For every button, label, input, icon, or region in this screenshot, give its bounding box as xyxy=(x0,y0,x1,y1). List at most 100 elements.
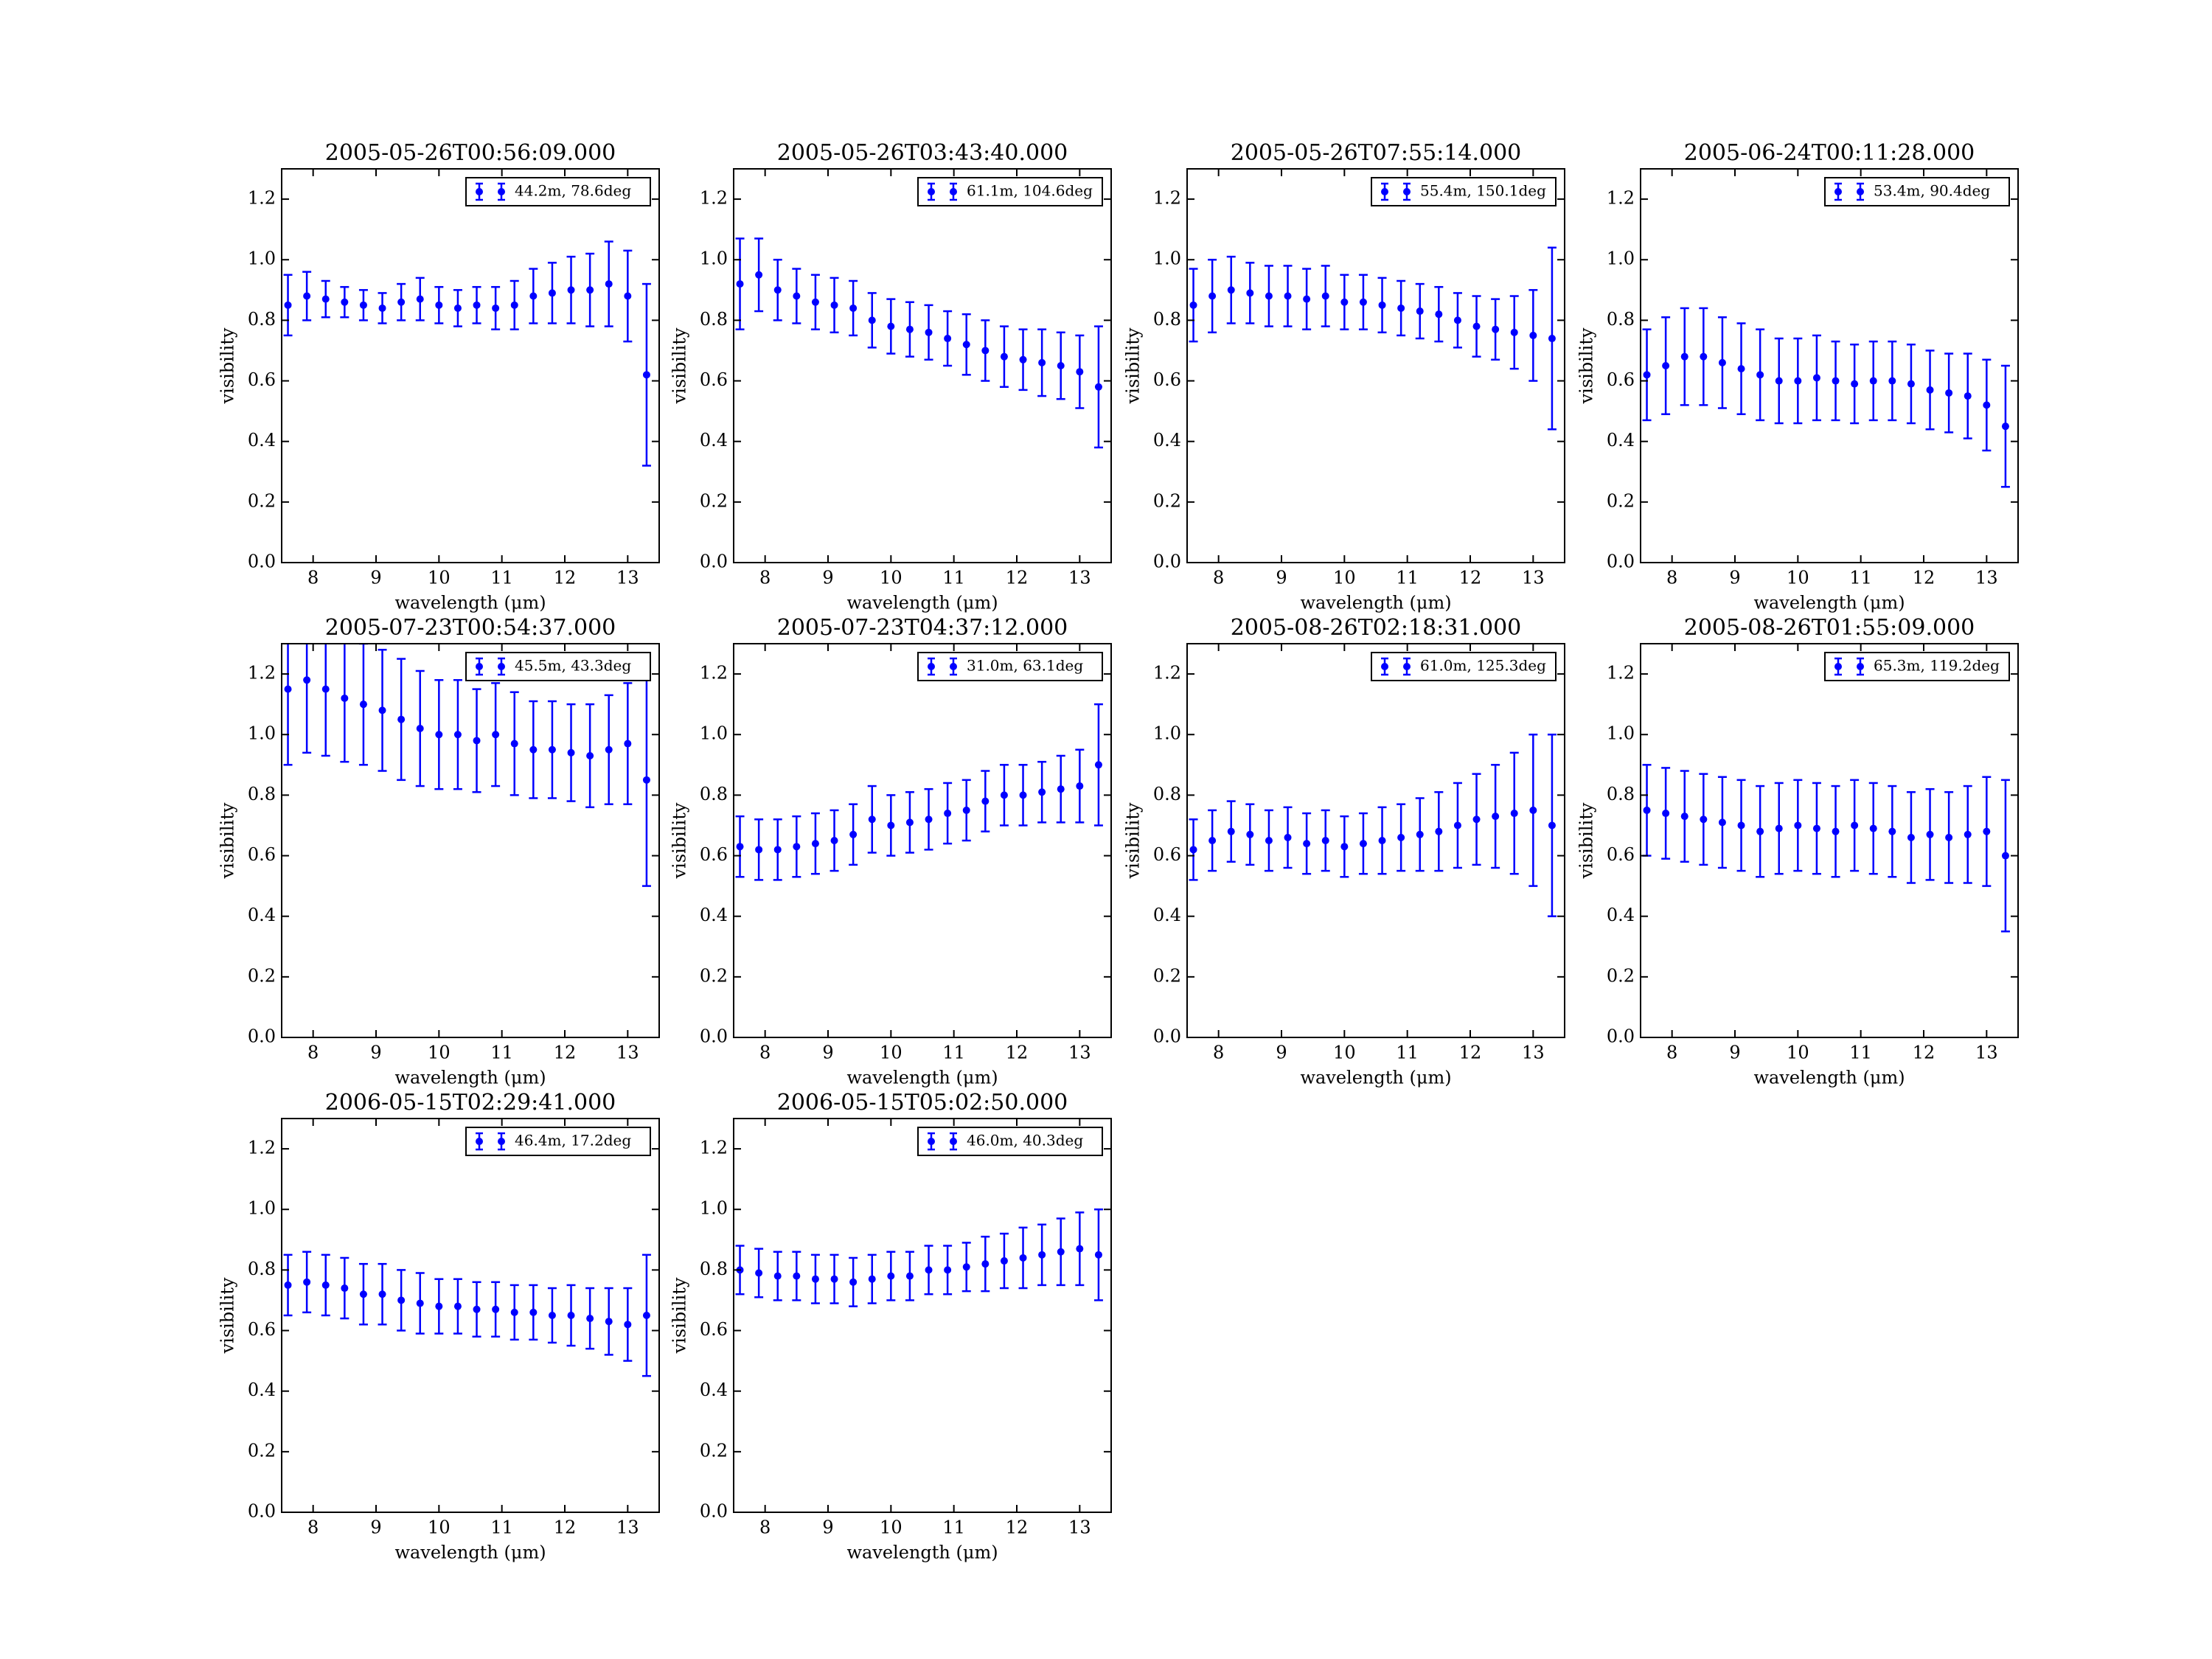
y-tick-label: 0.6 xyxy=(248,844,276,865)
y-tick-label: 0.2 xyxy=(248,490,276,511)
y-axis-label: visibility xyxy=(1123,802,1144,879)
y-tick-label: 1.2 xyxy=(1607,188,1635,209)
data-point xyxy=(1926,386,1934,394)
data-point xyxy=(435,1302,443,1310)
data-point xyxy=(1057,362,1065,369)
data-point xyxy=(1246,289,1254,297)
y-axis-label: visibility xyxy=(669,802,690,879)
data-point xyxy=(624,1321,632,1329)
legend-marker xyxy=(1857,663,1864,670)
x-tick-label: 11 xyxy=(1849,568,1872,588)
y-tick-label: 0.8 xyxy=(1153,309,1181,330)
chart-title: 2006-05-15T05:02:50.000 xyxy=(777,1090,1068,1116)
x-tick-label: 12 xyxy=(554,1043,577,1063)
x-tick-label: 10 xyxy=(1333,1043,1356,1063)
data-point xyxy=(2001,422,2009,431)
data-point xyxy=(962,341,970,349)
data-point xyxy=(1472,322,1481,330)
x-tick-label: 12 xyxy=(1459,1043,1482,1063)
data-point xyxy=(453,731,462,739)
y-tick-label: 0.2 xyxy=(1153,490,1181,511)
x-tick-label: 8 xyxy=(759,568,771,588)
subplot: 8 9 10 11 12 13 0.0 0.2 0.4 0.6 0.8 1.0 1.2 2005-05-2… xyxy=(669,140,1112,613)
x-axis-label: wavelength (μm) xyxy=(1753,1068,1905,1088)
chart-title: 2005-08-26T02:18:31.000 xyxy=(1231,615,1522,641)
legend: 46.0m, 40.3deg xyxy=(917,1127,1103,1156)
x-tick-label: 11 xyxy=(1396,1043,1419,1063)
y-tick-label: 0.0 xyxy=(700,1026,728,1047)
y-tick-label: 0.6 xyxy=(1153,844,1181,865)
x-tick-label: 9 xyxy=(1276,568,1287,588)
x-tick-label: 8 xyxy=(1666,1043,1677,1063)
data-point xyxy=(1926,830,1934,838)
data-point xyxy=(962,806,970,814)
data-point xyxy=(586,286,594,294)
x-tick-label: 10 xyxy=(880,1517,902,1538)
data-point xyxy=(830,301,838,309)
legend: 65.3m, 119.2deg xyxy=(1824,652,2010,681)
y-tick-label: 1.0 xyxy=(1607,723,1635,744)
y-tick-label: 1.0 xyxy=(700,723,728,744)
data-point xyxy=(811,1275,819,1283)
axes-frame xyxy=(1186,168,1565,563)
data-point xyxy=(1851,380,1859,388)
chart-title: 2005-07-23T00:54:37.000 xyxy=(325,615,616,641)
data-point xyxy=(416,1299,424,1307)
x-tick-label: 11 xyxy=(942,1043,965,1063)
legend-marker xyxy=(1381,188,1388,195)
plot-area xyxy=(735,703,1103,881)
x-tick-label: 9 xyxy=(370,568,381,588)
data-point xyxy=(1094,1251,1102,1259)
legend-marker xyxy=(476,188,483,195)
y-tick-label: 1.2 xyxy=(248,663,276,684)
y-tick-label: 0.8 xyxy=(248,309,276,330)
subplot: 8 9 10 11 12 13 0.0 0.2 0.4 0.6 0.8 1.0 1.2 2005-08-2… xyxy=(1576,615,2019,1088)
subplot: 8 9 10 11 12 13 0.0 0.2 0.4 0.6 0.8 1.0 1.2 2005-06-2… xyxy=(1576,140,2019,613)
axes-frame xyxy=(1640,168,2019,563)
data-point xyxy=(849,304,858,312)
x-axis-label: wavelength (μm) xyxy=(394,593,546,613)
axes-frame xyxy=(281,1118,660,1513)
data-point xyxy=(321,1281,330,1289)
legend: 44.2m, 78.6deg xyxy=(465,177,651,206)
x-tick-label: 8 xyxy=(1213,1043,1224,1063)
x-tick-label: 9 xyxy=(1729,568,1740,588)
x-tick-label: 11 xyxy=(1396,568,1419,588)
data-point xyxy=(1416,830,1424,838)
y-tick-label: 0.8 xyxy=(248,1259,276,1279)
data-point xyxy=(1775,377,1783,385)
legend-marker xyxy=(928,1138,935,1145)
data-point xyxy=(1397,304,1405,312)
legend-box xyxy=(1824,652,2010,681)
data-point xyxy=(981,797,990,805)
y-tick-label: 1.2 xyxy=(700,663,728,684)
data-point xyxy=(378,1290,386,1298)
data-point xyxy=(1700,352,1708,361)
legend-box xyxy=(1371,177,1557,206)
data-point xyxy=(1945,389,1953,397)
legend-label: 46.4m, 17.2deg xyxy=(515,1132,631,1150)
data-point xyxy=(830,837,838,844)
y-tick-label: 0.8 xyxy=(700,784,728,804)
data-point xyxy=(981,347,990,355)
data-point xyxy=(1435,827,1443,835)
data-point xyxy=(1794,377,1802,385)
data-point xyxy=(793,292,801,300)
x-tick-label: 9 xyxy=(822,568,833,588)
data-point xyxy=(492,304,500,312)
data-point xyxy=(453,1302,462,1310)
data-point xyxy=(1492,325,1500,333)
legend-marker xyxy=(928,188,935,195)
data-point xyxy=(1038,788,1046,796)
data-point xyxy=(1643,371,1651,379)
data-point xyxy=(1832,827,1840,835)
data-point xyxy=(284,301,292,309)
data-point xyxy=(359,1290,367,1298)
y-tick-label: 1.2 xyxy=(700,188,728,209)
y-tick-label: 0.0 xyxy=(1607,552,1635,572)
data-point xyxy=(905,1272,914,1280)
data-point xyxy=(1057,1248,1065,1256)
y-tick-label: 1.0 xyxy=(1607,248,1635,269)
legend-marker xyxy=(950,1138,957,1145)
y-tick-label: 0.0 xyxy=(248,1501,276,1522)
